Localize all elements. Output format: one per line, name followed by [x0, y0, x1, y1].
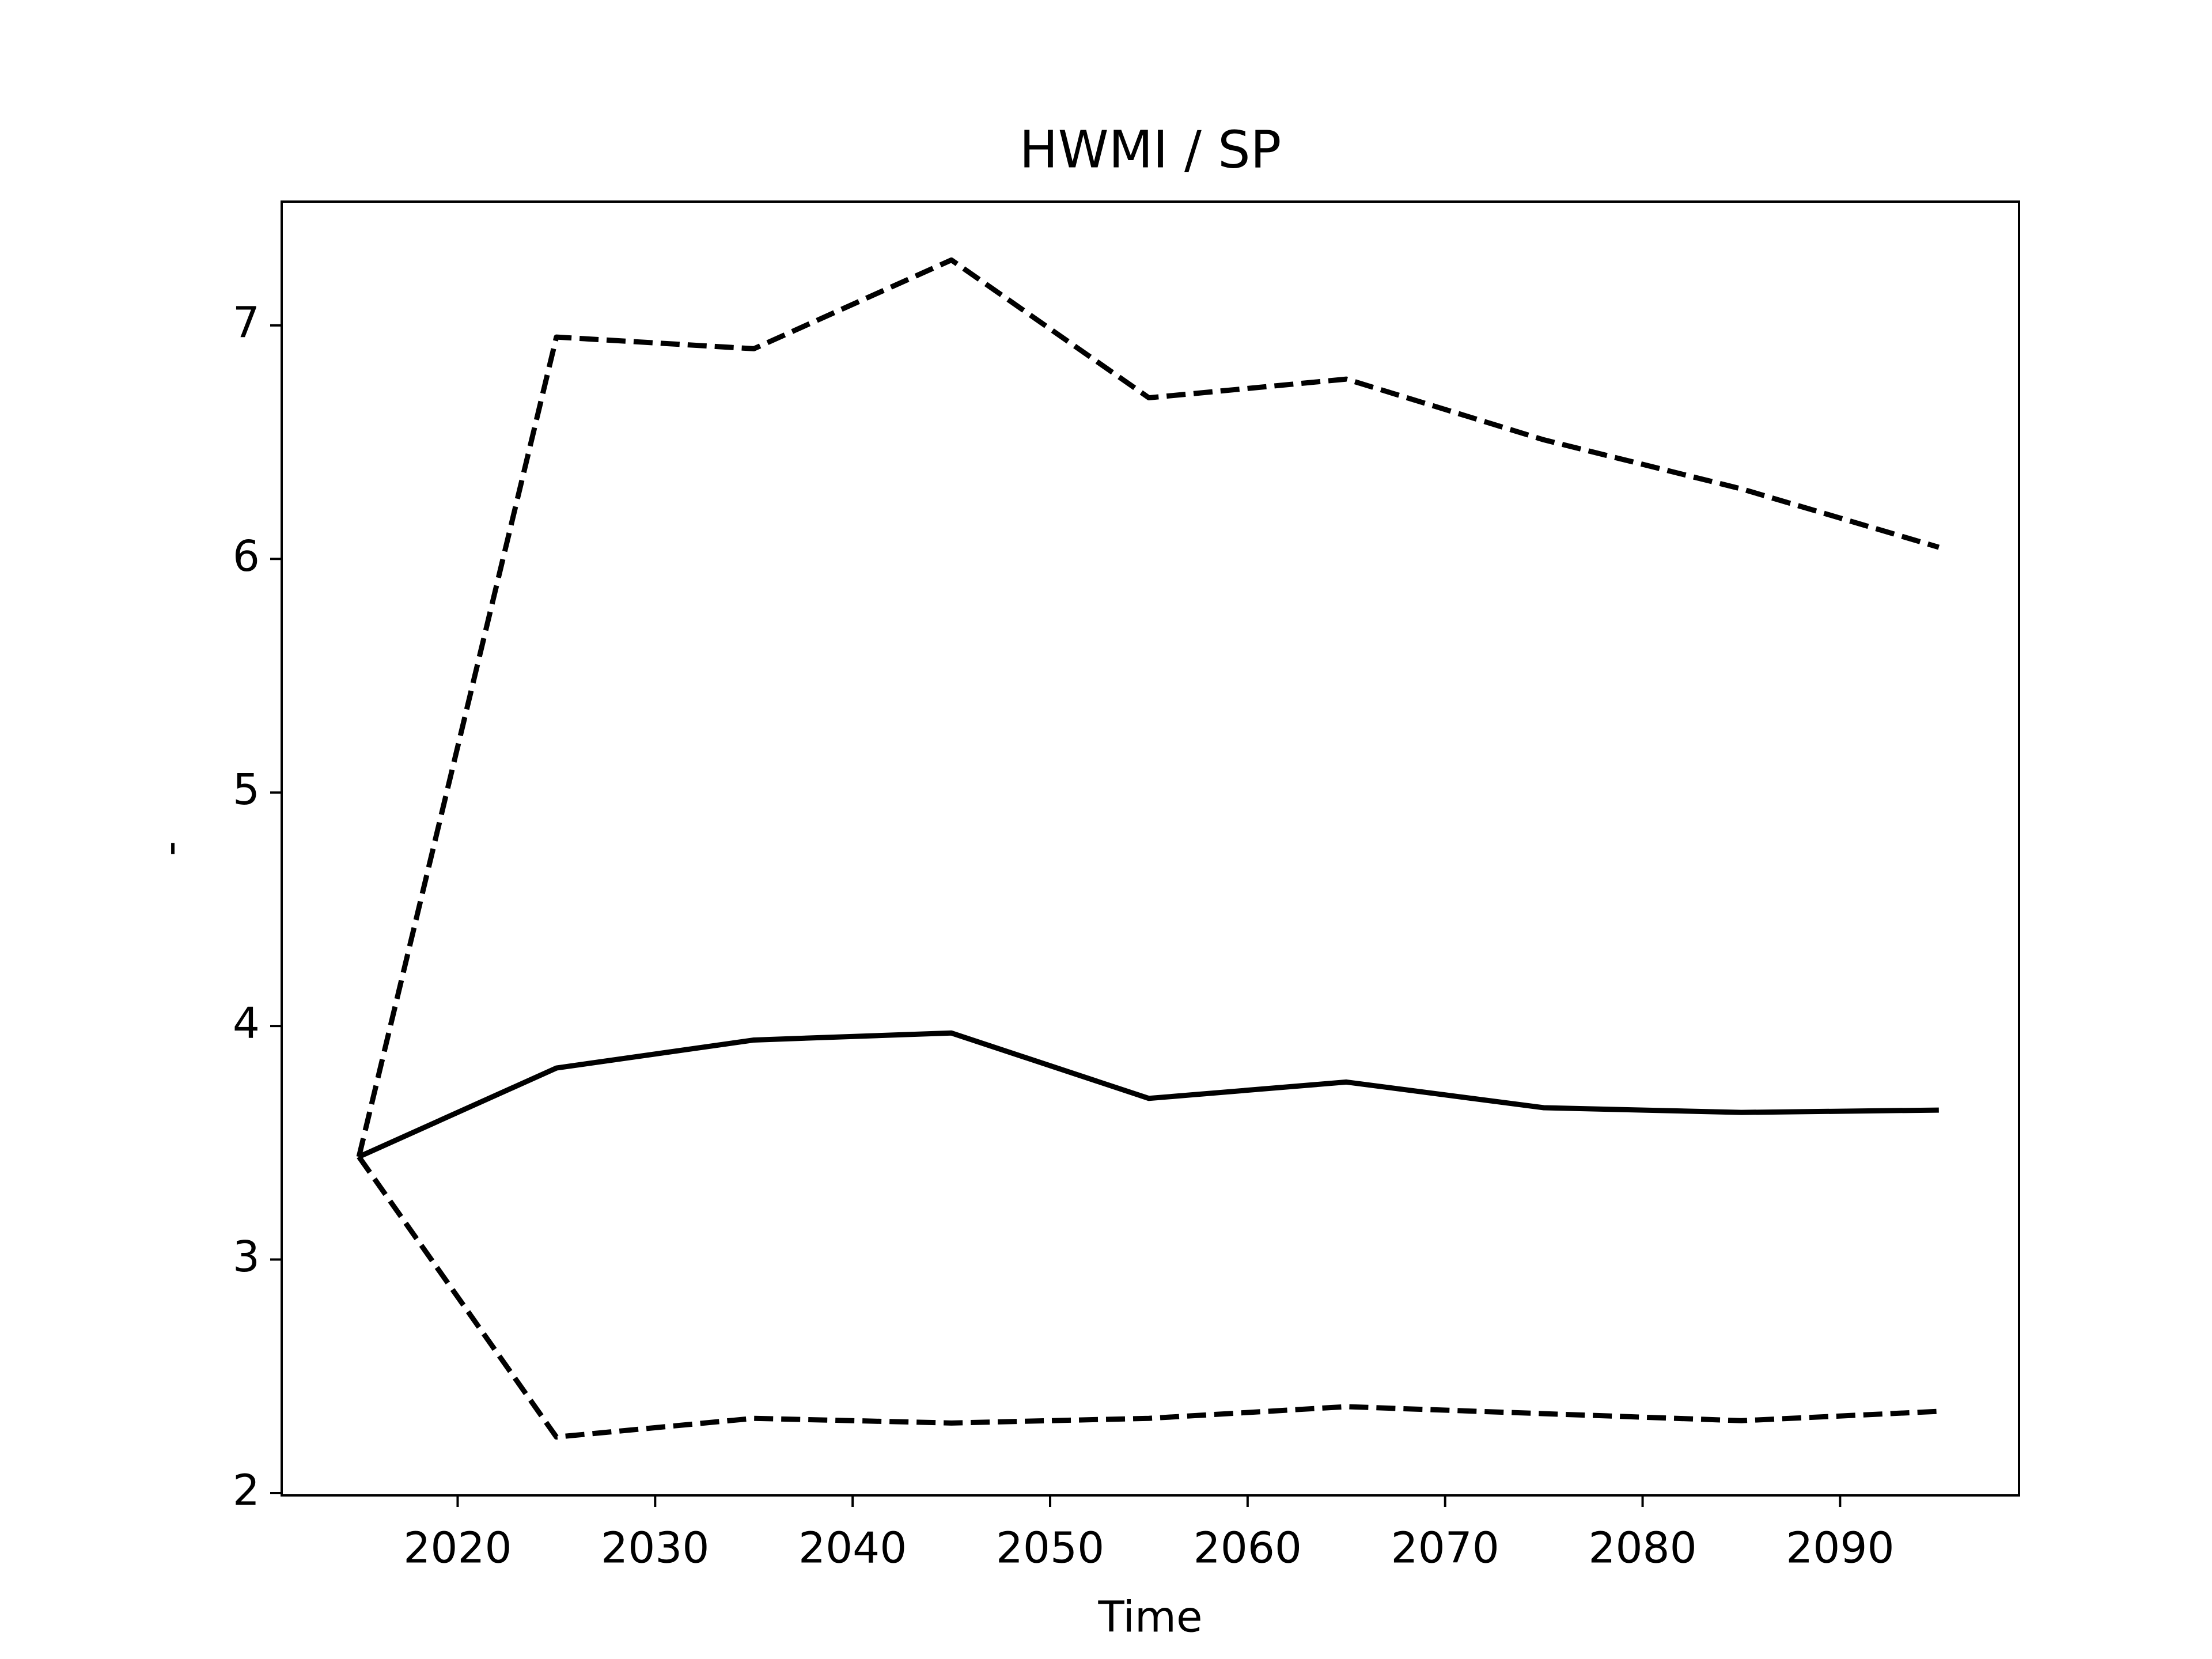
series-line	[357, 1155, 1940, 1440]
x-tick-label: 2080	[1588, 1524, 1696, 1573]
series-line	[358, 1030, 1939, 1160]
x-tick-label: 2040	[798, 1524, 907, 1573]
x-tick-label: 2060	[1194, 1524, 1302, 1573]
x-tick-label: 2050	[996, 1524, 1104, 1573]
x-tick-label: 2070	[1391, 1524, 1499, 1573]
y-tick-label: 2	[233, 1465, 260, 1515]
x-tick-label: 2090	[1786, 1524, 1894, 1573]
chart-title: HWMI / SP	[1020, 119, 1282, 179]
x-axis-label: Time	[1097, 1593, 1202, 1642]
series-line	[356, 257, 1940, 1158]
x-tick-label: 2020	[403, 1524, 512, 1573]
y-axis-label: -	[146, 841, 195, 857]
y-tick-label: 3	[233, 1232, 260, 1282]
y-tick-label: 4	[233, 999, 260, 1048]
y-tick-label: 6	[233, 532, 260, 581]
plot-frame	[281, 200, 2020, 1497]
y-tick-label: 7	[233, 298, 260, 347]
x-tick-label: 2030	[601, 1524, 709, 1573]
y-tick-label: 5	[233, 765, 260, 815]
